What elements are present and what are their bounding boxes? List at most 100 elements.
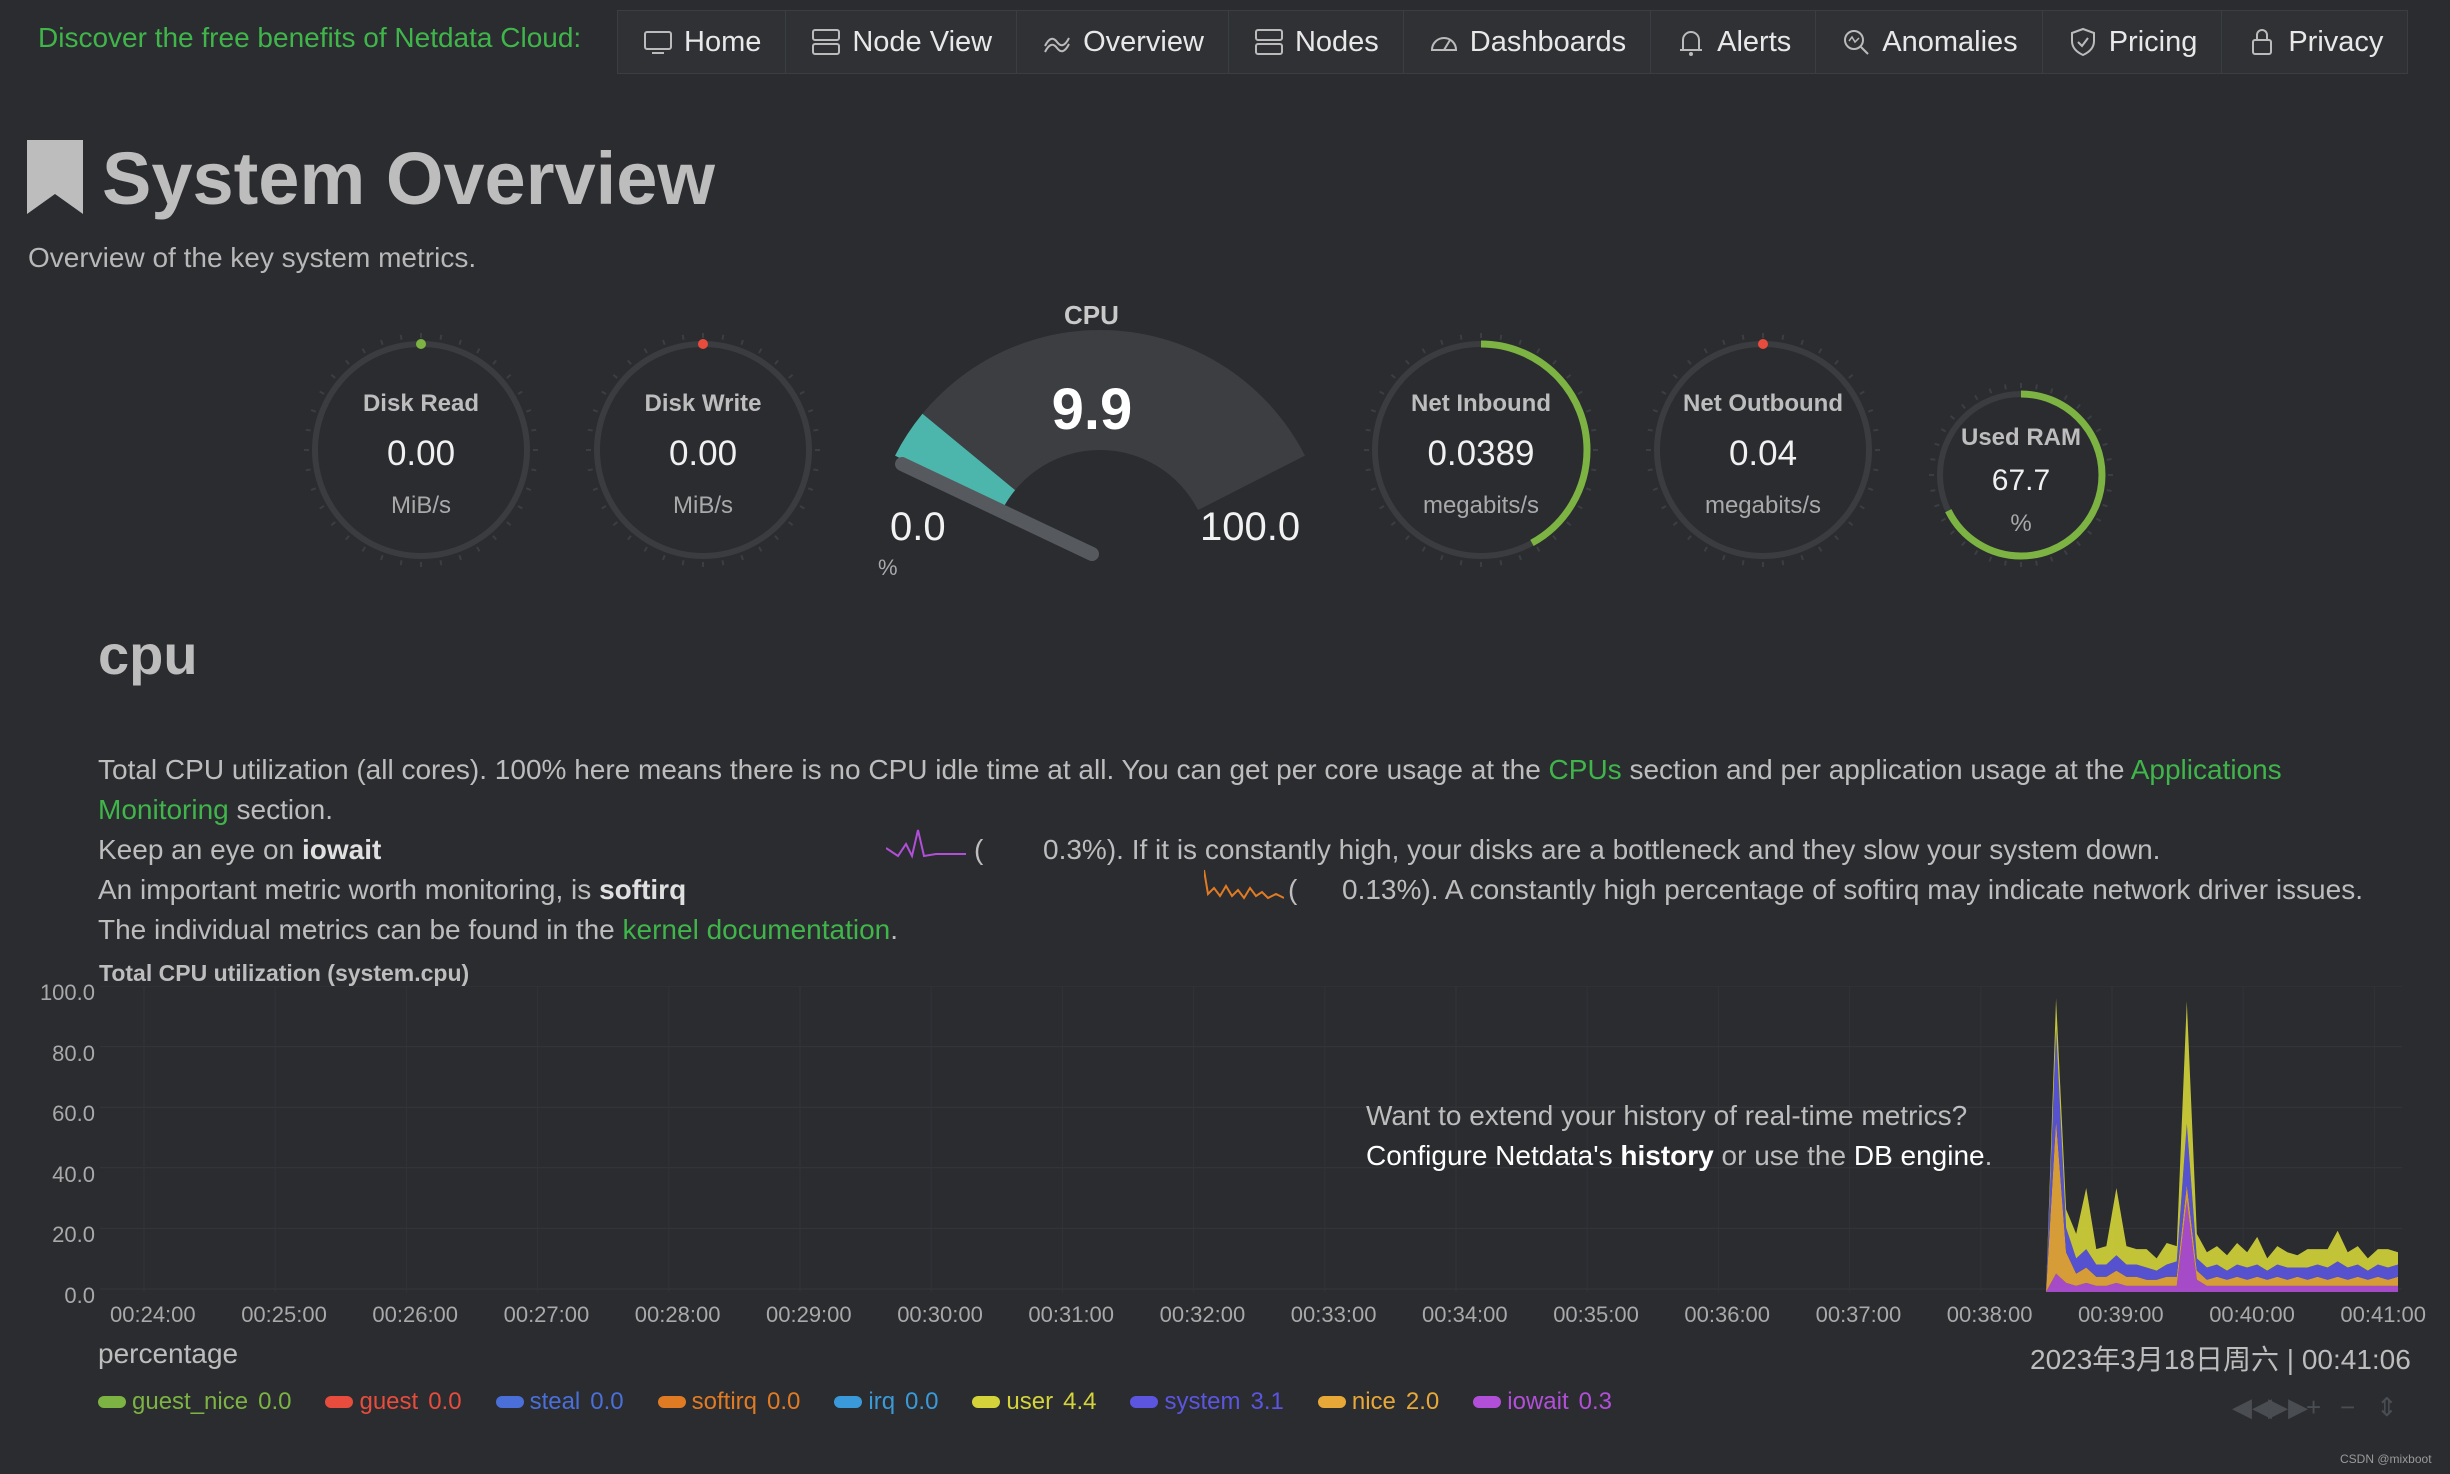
chart-legend: guest_nice 0.0 guest 0.0 steal 0.0 softirq 0.0 i…	[98, 1388, 1646, 1416]
x-tick-label: 00:32:00	[1159, 1302, 1246, 1327]
history-link[interactable]: history	[1620, 1140, 1714, 1171]
nav-dashboards[interactable]: Dashboards	[1404, 11, 1652, 73]
legend-name: steal	[529, 1388, 581, 1415]
zoom-out-icon[interactable]: −	[2340, 1392, 2356, 1422]
nav-privacy[interactable]: Privacy	[2222, 11, 2407, 73]
history-config-notice: Configure Netdata's history or use the D…	[1366, 1140, 1992, 1172]
gauge-value: 0.00	[668, 434, 738, 473]
monitoring-link[interactable]: Monitoring	[98, 794, 229, 825]
x-tick-label: 00:40:00	[2209, 1302, 2295, 1327]
cpu-gauge-value: 9.9	[1051, 377, 1133, 442]
anomalies-icon	[1844, 30, 1869, 55]
legend-item-system[interactable]: system 3.1	[1130, 1388, 1284, 1416]
legend-value: 0.3	[1578, 1388, 1613, 1415]
section-heading: cpu	[98, 623, 198, 686]
legend-swatch	[657, 1396, 686, 1408]
nav-label: Pricing	[2108, 25, 2198, 58]
net-inbound-gauge[interactable]: Net Inbound 0.0389 megabits/s	[1361, 330, 1601, 570]
section-description-line2: Monitoring section.	[98, 794, 333, 826]
iowait-term: iowait	[301, 834, 382, 865]
series-area-nice	[2046, 1120, 2398, 1292]
pan-right-icon[interactable]: ▶▶	[2268, 1392, 2308, 1422]
x-tick-label: 00:38:00	[1946, 1302, 2033, 1327]
gauge-indicator-dot	[416, 339, 426, 349]
used-ram-gauge[interactable]: Used RAM 67.7 %	[1926, 380, 2116, 570]
y-tick-label: 40.0	[52, 1161, 95, 1187]
nav-anomalies[interactable]: Anomalies	[1816, 11, 2043, 73]
page-title: System Overview	[102, 137, 715, 220]
legend-item-steal[interactable]: steal 0.0	[495, 1388, 624, 1416]
x-tick-label: 00:34:00	[1422, 1302, 1508, 1327]
nav-alerts[interactable]: Alerts	[1651, 11, 1817, 73]
legend-item-nice[interactable]: nice 2.0	[1317, 1388, 1439, 1416]
watermark-credit: CSDN @mixboot	[2340, 1452, 2432, 1466]
shield-icon	[2070, 27, 2095, 57]
legend-item-guest[interactable]: guest 0.0	[325, 1388, 462, 1416]
net-outbound-gauge[interactable]: Net Outbound 0.04 megabits/s	[1643, 330, 1883, 570]
legend-swatch	[98, 1396, 126, 1408]
pan-left-icon[interactable]: ◀◀	[2232, 1392, 2272, 1422]
x-tick-label: 00:37:00	[1815, 1302, 1902, 1327]
gauge-ring	[1364, 333, 1598, 567]
legend-value: 0.0	[258, 1388, 292, 1415]
gauge-fill-arc	[1936, 390, 2106, 560]
softirq-line: An important metric worth monitoring, is…	[98, 874, 686, 906]
notice-text: Configure Netdata's	[1366, 1140, 1621, 1171]
kernel-documentation-link[interactable]: kernel documentation	[622, 914, 891, 945]
desc-text: section and per application usage at the	[1621, 754, 2131, 785]
legend-value: 4.4	[1063, 1388, 1097, 1415]
gauge-ring	[586, 333, 820, 567]
db-engine-link[interactable]: DB engine	[1853, 1140, 1985, 1171]
gauge-unit: megabits/s	[1422, 492, 1540, 519]
node-view-icon	[812, 29, 841, 55]
y-tick-label: 80.0	[52, 1040, 95, 1066]
nav-nodes[interactable]: Nodes	[1229, 11, 1404, 73]
gauge-unit: %	[2010, 510, 2032, 537]
nav-label: Node View	[852, 25, 993, 58]
resize-icon[interactable]: ⇕	[2376, 1392, 2398, 1422]
softirq-value-text: 0.13%). A constantly high percentage of …	[1342, 874, 2363, 905]
gauge-label: Net Outbound	[1683, 390, 1843, 417]
zoom-in-icon[interactable]: +	[2306, 1392, 2322, 1422]
legend-value: 0.0	[767, 1388, 801, 1415]
disk-read-gauge[interactable]: Disk Read 0.00 MiB/s	[301, 330, 541, 570]
applications-link[interactable]: Applications	[2130, 754, 2282, 785]
cpus-link[interactable]: CPUs	[1548, 754, 1622, 785]
legend-name: iowait	[1507, 1388, 1569, 1415]
nav-label: Dashboards	[1469, 25, 1627, 58]
nav-overview[interactable]: Overview	[1017, 11, 1229, 73]
legend-swatch	[1317, 1396, 1346, 1408]
x-tick-label: 00:25:00	[241, 1302, 327, 1327]
gauge-fill-arc	[1371, 340, 1591, 560]
legend-swatch	[972, 1396, 1001, 1408]
dashboards-icon	[1430, 37, 1457, 51]
legend-item-guest_nice[interactable]: guest_nice 0.0	[98, 1388, 291, 1416]
softirq-paren: (	[1288, 874, 1298, 905]
nav-pricing[interactable]: Pricing	[2043, 11, 2223, 73]
desc-text: Keep an eye on	[98, 834, 302, 865]
legend-item-iowait[interactable]: iowait 0.3	[1473, 1388, 1612, 1416]
x-tick-label: 00:29:00	[766, 1302, 852, 1327]
cpu-gauge[interactable]	[860, 320, 1340, 580]
legend-value: 0.0	[590, 1388, 624, 1415]
chart-title: Total CPU utilization (system.cpu)	[99, 960, 470, 986]
nav-node-view[interactable]: Node View	[786, 11, 1018, 73]
legend-item-softirq[interactable]: softirq 0.0	[657, 1388, 801, 1416]
nav-label: Anomalies	[1882, 25, 2018, 58]
disk-write-gauge[interactable]: Disk Write 0.00 MiB/s	[583, 330, 823, 570]
cpu-utilization-chart[interactable]	[100, 986, 2402, 1292]
legend-name: guest	[359, 1388, 419, 1415]
legend-value: 0.0	[905, 1388, 939, 1415]
desc-text: An important metric worth monitoring, is	[98, 874, 600, 905]
legend-name: guest_nice	[132, 1388, 249, 1415]
legend-item-irq[interactable]: irq 0.0	[834, 1388, 938, 1416]
legend-item-user[interactable]: user 4.4	[972, 1388, 1096, 1416]
section-description-line5: The individual metrics can be found in t…	[98, 914, 898, 946]
gauge-value: 0.0389	[1427, 434, 1535, 473]
nav-home[interactable]: Home	[618, 11, 787, 73]
nav-label: Overview	[1083, 25, 1204, 58]
desc-text: The individual metrics can be found in t…	[98, 914, 623, 945]
chart-units-label: percentage	[98, 1338, 239, 1369]
x-tick-label: 00:35:00	[1553, 1302, 1639, 1327]
history-notice: Want to extend your history of real-time…	[1366, 1100, 1968, 1131]
